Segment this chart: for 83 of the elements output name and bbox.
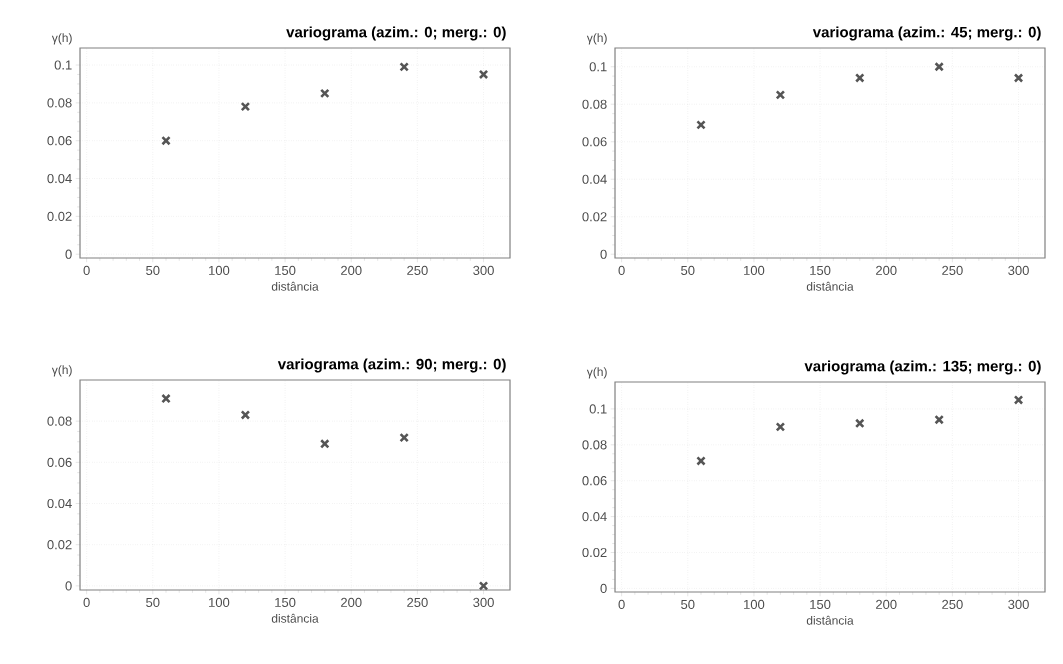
y-tick-label: 0.06 xyxy=(582,476,607,486)
y-tick-label: 0.02 xyxy=(47,211,72,221)
x-tick-label: 100 xyxy=(744,599,765,609)
point xyxy=(1013,73,1024,83)
point xyxy=(1013,395,1024,405)
x-tick-label: 50 xyxy=(146,265,160,275)
y-tick-label: 0.1 xyxy=(589,404,607,414)
point xyxy=(854,73,865,83)
y-tick-label: 0.1 xyxy=(54,60,72,70)
x-tick-label: 100 xyxy=(209,597,230,607)
point xyxy=(478,581,489,591)
x-tick-label: 50 xyxy=(146,597,160,607)
x-tick-label: 100 xyxy=(209,265,230,275)
x-axis-title: distância xyxy=(271,281,319,291)
y-tick-label: 0.04 xyxy=(582,512,607,522)
point xyxy=(696,456,706,466)
x-tick-label: 0 xyxy=(618,265,625,275)
x-tick-label: 300 xyxy=(1008,599,1029,609)
x-tick-label: 300 xyxy=(1008,265,1029,275)
y-tick-label: 0.08 xyxy=(47,98,72,108)
x-tick-label: 150 xyxy=(810,265,831,275)
x-tick-label: 250 xyxy=(942,599,963,609)
y-tick-label: 0.04 xyxy=(582,174,607,184)
x-tick-label: 300 xyxy=(473,265,494,275)
chart-title: variograma (azim.: 45; merg.: 0) xyxy=(812,26,1041,41)
x-tick-label: 150 xyxy=(275,265,296,275)
x-tick-label: 100 xyxy=(744,265,765,275)
x-tick-label: 0 xyxy=(83,597,90,607)
y-tick-label: 0.08 xyxy=(582,99,607,109)
point xyxy=(319,438,330,449)
y-tick-label: 0.04 xyxy=(47,173,72,184)
y-tick-label: 0 xyxy=(65,581,72,591)
x-tick-label: 50 xyxy=(681,265,695,275)
x-tick-label: 200 xyxy=(341,265,362,275)
y-tick-label: 0.08 xyxy=(582,440,607,450)
point xyxy=(854,418,865,429)
x-tick-label: 150 xyxy=(275,597,296,607)
x-axis-title: distância xyxy=(271,613,319,623)
point xyxy=(934,414,944,425)
x-tick-label: 250 xyxy=(407,597,428,607)
x-tick-label: 300 xyxy=(473,597,494,607)
y-tick-label: 0.04 xyxy=(47,498,72,509)
x-axis-title: distância xyxy=(806,615,854,625)
y-tick-label: 0 xyxy=(600,249,607,259)
point xyxy=(319,88,330,99)
point xyxy=(934,61,944,72)
y-tick-label: 0.02 xyxy=(582,212,607,222)
y-axis-title: γ(h) xyxy=(51,365,72,377)
y-tick-label: 0.06 xyxy=(47,457,72,467)
point xyxy=(161,393,171,404)
x-tick-label: 250 xyxy=(942,265,963,275)
y-tick-label: 0.02 xyxy=(47,540,72,550)
point xyxy=(240,410,251,420)
chart-title: variograma (azim.: 135; merg.: 0) xyxy=(804,360,1041,375)
x-tick-label: 200 xyxy=(876,599,897,609)
chart-title: variograma (azim.: 0; merg.: 0) xyxy=(286,26,506,41)
point xyxy=(775,422,786,432)
point xyxy=(161,135,171,146)
chart-title: variograma (azim.: 90; merg.: 0) xyxy=(277,358,506,373)
y-tick-label: 0.1 xyxy=(589,62,607,72)
point xyxy=(240,101,251,112)
y-tick-label: 0.02 xyxy=(582,547,607,558)
y-axis-title: γ(h) xyxy=(586,33,607,45)
x-tick-label: 200 xyxy=(341,597,362,607)
point xyxy=(399,432,409,443)
point xyxy=(696,120,706,130)
point xyxy=(478,69,489,80)
x-tick-label: 50 xyxy=(681,599,695,609)
y-tick-label: 0 xyxy=(600,583,607,593)
y-tick-label: 0.06 xyxy=(582,137,607,147)
y-tick-label: 0.06 xyxy=(47,136,72,146)
y-axis-title: γ(h) xyxy=(51,33,72,45)
x-tick-label: 0 xyxy=(618,599,625,609)
y-axis-title: γ(h) xyxy=(586,367,607,379)
x-tick-label: 250 xyxy=(407,265,428,275)
point xyxy=(775,90,786,100)
x-tick-label: 150 xyxy=(810,599,831,609)
point xyxy=(399,62,409,72)
x-axis-title: distância xyxy=(806,281,854,291)
y-tick-label: 0.08 xyxy=(47,416,72,426)
x-tick-label: 200 xyxy=(876,265,897,275)
y-tick-label: 0 xyxy=(65,249,72,259)
x-tick-label: 0 xyxy=(83,265,90,275)
